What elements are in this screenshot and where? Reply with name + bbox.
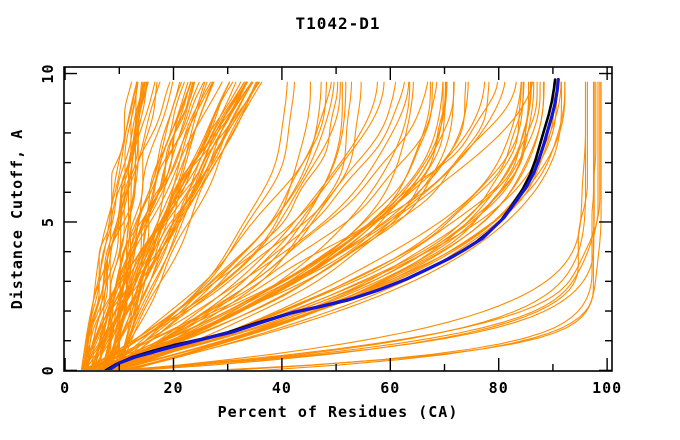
model-curve bbox=[102, 81, 253, 370]
model-curve bbox=[111, 81, 429, 370]
model-curve bbox=[85, 81, 171, 370]
model-curve bbox=[129, 81, 587, 370]
axis-frame bbox=[63, 66, 613, 372]
model-curve bbox=[137, 81, 588, 370]
x-axis-label: Percent of Residues (CA) bbox=[217, 403, 459, 421]
model-curve bbox=[117, 81, 257, 370]
model-curve bbox=[113, 81, 259, 370]
model-curve bbox=[107, 81, 538, 370]
chart-title: T1042-D1 bbox=[295, 14, 381, 33]
model-curve bbox=[107, 81, 534, 370]
model-curve bbox=[80, 81, 138, 370]
model-curve bbox=[87, 81, 410, 370]
model-curve bbox=[88, 81, 231, 370]
x-tick-label: 60 bbox=[380, 379, 400, 397]
x-tick-label: 0 bbox=[60, 379, 70, 397]
model-curve bbox=[87, 81, 156, 370]
model-curve bbox=[118, 81, 237, 370]
x-tick-label: 40 bbox=[272, 379, 292, 397]
model-curve bbox=[104, 81, 174, 370]
model-curve bbox=[111, 81, 566, 370]
model-curve bbox=[105, 81, 254, 370]
model-curve bbox=[109, 81, 231, 370]
model-curve bbox=[115, 81, 566, 370]
model-curve bbox=[117, 81, 231, 370]
curve-layer bbox=[80, 77, 602, 370]
model-curve bbox=[103, 81, 328, 370]
model-curve bbox=[102, 81, 189, 370]
model-curve bbox=[111, 81, 444, 370]
model-curve bbox=[97, 81, 532, 370]
model-curve bbox=[118, 81, 353, 370]
y-axis-label: Distance Cutoff, A bbox=[8, 128, 26, 310]
model-curve bbox=[82, 81, 322, 370]
model-curve bbox=[100, 81, 248, 370]
model-curve bbox=[86, 81, 223, 370]
model-curve bbox=[116, 81, 379, 370]
model-curve bbox=[82, 81, 385, 370]
model-curve bbox=[126, 81, 532, 370]
model-curve bbox=[90, 81, 414, 370]
model-curve bbox=[101, 81, 455, 370]
model-curve bbox=[111, 81, 341, 370]
x-tick-label: 100 bbox=[592, 379, 622, 397]
selected-model-blue-curve bbox=[106, 77, 560, 370]
x-tick-label: 80 bbox=[489, 379, 509, 397]
model-curve bbox=[261, 81, 601, 370]
model-curve bbox=[99, 81, 332, 370]
model-curve bbox=[82, 81, 161, 370]
model-curve bbox=[89, 81, 447, 370]
x-tick-label: 20 bbox=[163, 379, 183, 397]
model-curve bbox=[228, 81, 595, 370]
model-curve bbox=[95, 81, 557, 370]
model-curve bbox=[212, 81, 602, 370]
y-tick-label: 5 bbox=[39, 217, 57, 227]
model-curve bbox=[103, 81, 362, 370]
model-curve bbox=[116, 81, 143, 370]
model-curve bbox=[97, 81, 148, 370]
model-curve bbox=[86, 81, 133, 370]
model-curve bbox=[104, 81, 296, 370]
model-curve bbox=[87, 81, 438, 370]
model-curve bbox=[98, 81, 138, 370]
y-tick-label: 0 bbox=[39, 365, 57, 375]
y-tick-label: 10 bbox=[39, 64, 57, 84]
model-curve bbox=[110, 81, 597, 370]
model-curve bbox=[88, 81, 339, 370]
model-curve bbox=[106, 81, 455, 370]
